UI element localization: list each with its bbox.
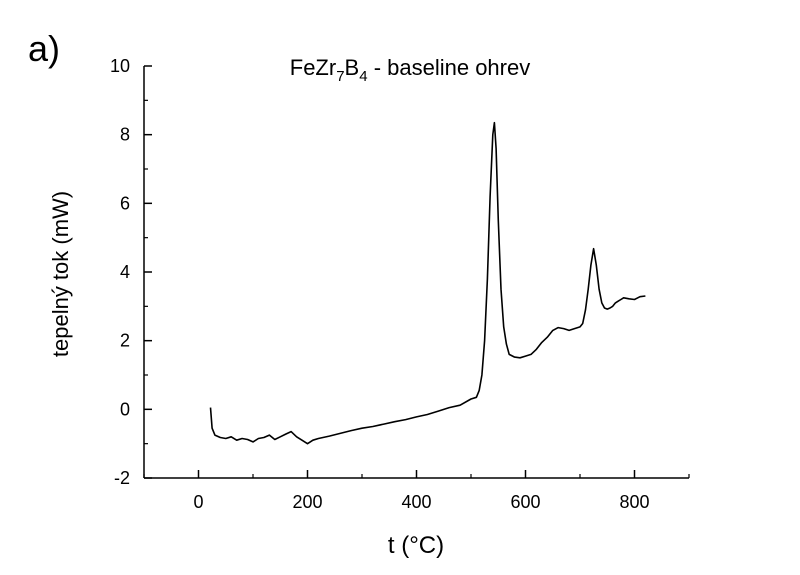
y-tick-label: -2 [114,468,130,488]
title-sub-2: 4 [359,68,367,85]
y-tick-label: 4 [120,262,130,282]
series-line [209,121,646,445]
panel-label: a) [28,28,61,69]
y-tick-label: 10 [110,56,130,76]
title-sub-1: 7 [336,68,344,85]
y-axis-label: tepelný tok (mW) [48,191,73,357]
x-tick-label: 600 [510,492,540,512]
chart-title: FeZr7B4 - baseline ohrev [290,55,530,85]
x-axis-label: t (°C) [388,532,444,559]
y-tick-label: 0 [120,399,130,419]
title-prefix: FeZr [290,55,336,80]
x-tick-label: 400 [401,492,431,512]
x-tick-label: 0 [193,492,203,512]
ticks: 0 200 400 600 800 -2 0 2 4 6 8 10 [110,56,690,512]
series-layer [209,121,646,445]
y-tick-label: 8 [120,125,130,145]
x-tick-label: 200 [292,492,322,512]
y-tick-label: 2 [120,331,130,351]
title-suffix: - baseline ohrev [368,55,531,80]
title-mid: B [345,55,360,80]
y-tick-label: 6 [120,193,130,213]
x-tick-label: 800 [619,492,649,512]
